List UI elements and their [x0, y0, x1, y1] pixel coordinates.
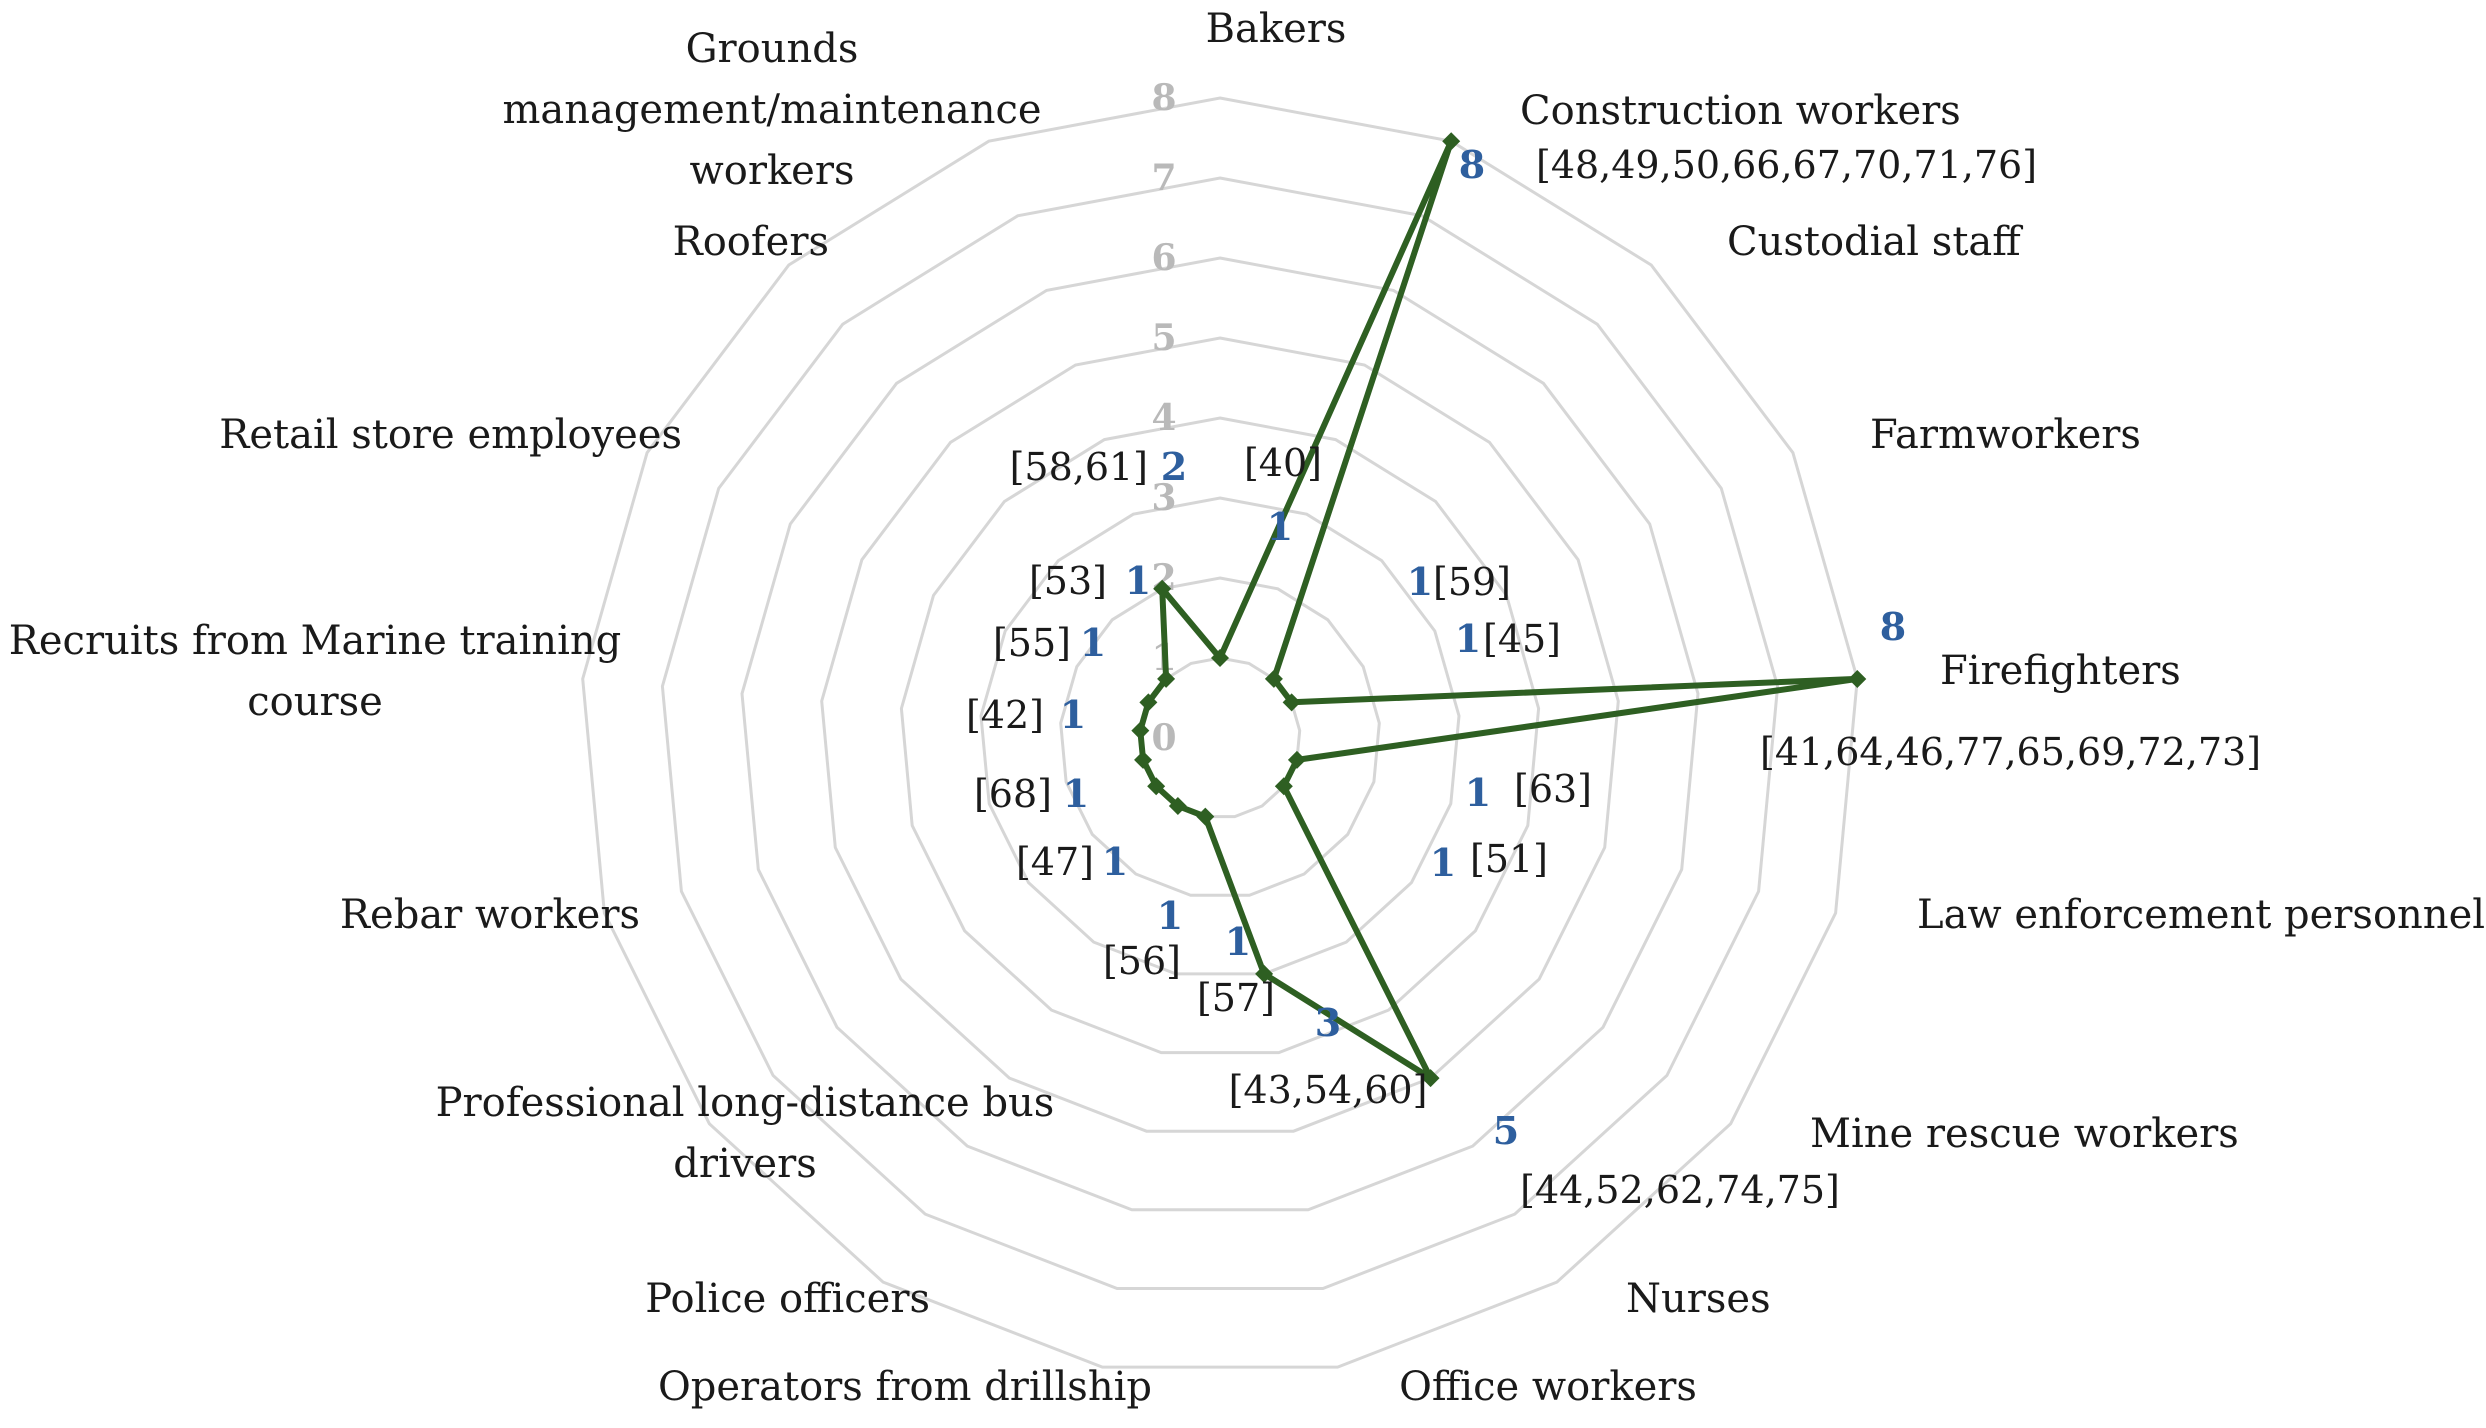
- data-point-marker: [1274, 777, 1293, 796]
- category-label-1: Construction workers: [1520, 88, 1961, 134]
- reference-label-1: [48,49,50,66,67,70,71,76]: [1536, 143, 2037, 187]
- data-point-marker: [1421, 1069, 1440, 1088]
- data-point-marker: [1848, 669, 1867, 688]
- data-label-1: 8: [1459, 142, 1485, 187]
- tick-label-5: 5: [1151, 317, 1176, 359]
- category-label-line: Grounds: [686, 26, 859, 72]
- reference-label-5: [63]: [1514, 767, 1592, 811]
- category-label-4: Firefighters: [1940, 648, 2181, 694]
- reference-label-7: [44,52,62,74,75]: [1520, 1168, 1840, 1212]
- reference-label-3: [45]: [1483, 617, 1561, 661]
- grid-ring-3: [979, 496, 1461, 976]
- category-label-12: Rebar workers: [340, 892, 640, 938]
- category-label-9: Operators from drillship: [658, 1364, 1152, 1410]
- reference-label-14: [55]: [993, 621, 1071, 665]
- data-label-15: 1: [1125, 558, 1151, 603]
- reference-label-2: [59]: [1433, 560, 1511, 604]
- tick-label-7: 7: [1151, 157, 1176, 199]
- data-point-marker: [1131, 721, 1150, 740]
- category-label-0: Bakers: [1206, 6, 1347, 52]
- data-label-8: 3: [1315, 1000, 1341, 1045]
- data-point-marker: [1168, 797, 1187, 816]
- grid-ring-8: [581, 96, 1859, 1369]
- category-label-8: Office workers: [1399, 1364, 1697, 1410]
- tick-label-3: 3: [1151, 477, 1176, 519]
- tick-label-8: 8: [1151, 77, 1176, 119]
- data-label-11: 1: [1102, 839, 1128, 884]
- data-label-16: 2: [1161, 444, 1187, 489]
- tick-label-0: 0: [1151, 717, 1176, 759]
- grid-ring-5: [820, 336, 1620, 1133]
- category-label-3: Farmworkers: [1870, 412, 2141, 458]
- category-label-line: management/maintenance: [502, 87, 1041, 133]
- data-point-marker: [1282, 693, 1301, 712]
- category-label-11: Professional long-distance bus drivers: [436, 1080, 1055, 1187]
- category-label-6: Mine rescue workers: [1810, 1111, 2239, 1157]
- data-point-marker: [1134, 750, 1153, 769]
- category-label-15: Roofers: [673, 219, 829, 265]
- data-label-2: 1: [1407, 559, 1433, 604]
- data-point-marker: [1264, 669, 1283, 688]
- grid-ring-7: [660, 176, 1780, 1290]
- tick-label-6: 6: [1151, 237, 1176, 279]
- category-label-10: Police officers: [645, 1276, 930, 1322]
- reference-label-11: [47]: [1016, 840, 1094, 884]
- data-label-0: 1: [1267, 504, 1293, 549]
- reference-label-10: [56]: [1103, 939, 1181, 983]
- category-label-13: Recruits from Marine training course: [9, 618, 621, 725]
- category-label-2: Custodial staff: [1727, 219, 2023, 265]
- category-label-line: course: [247, 679, 383, 725]
- reference-label-4: [41,64,46,77,65,69,72,73]: [1760, 730, 2261, 774]
- data-point-marker: [1139, 693, 1158, 712]
- reference-label-16: [58,61]: [1010, 445, 1148, 489]
- data-point-marker: [1255, 964, 1274, 983]
- reference-label-12: [68]: [974, 772, 1052, 816]
- category-label-5: Law enforcement personnel: [1917, 892, 2485, 938]
- data-label-9: 1: [1225, 919, 1251, 964]
- category-label-line: Recruits from Marine training: [9, 618, 621, 664]
- data-label-10: 1: [1157, 893, 1183, 938]
- data-point-marker: [1157, 669, 1176, 688]
- data-point-marker: [1211, 649, 1229, 667]
- data-label-6: 1: [1430, 840, 1456, 885]
- reference-label-6: [51]: [1470, 837, 1548, 881]
- data-label-14: 1: [1080, 620, 1106, 665]
- grid-ring-4: [899, 416, 1541, 1055]
- data-point-marker: [1287, 750, 1306, 769]
- category-label-line: drivers: [673, 1141, 816, 1187]
- category-label-7: Nurses: [1626, 1276, 1771, 1322]
- reference-label-15: [53]: [1029, 559, 1107, 603]
- category-label-14: Retail store employees: [219, 412, 682, 458]
- reference-label-0: [40]: [1244, 441, 1322, 485]
- grid-ring-2: [1059, 576, 1381, 897]
- category-label-line: Professional long-distance bus: [436, 1080, 1055, 1126]
- grid-ring-6: [740, 256, 1700, 1212]
- data-label-12: 1: [1063, 771, 1089, 816]
- data-point-marker: [1442, 132, 1461, 151]
- data-label-5: 1: [1465, 770, 1491, 815]
- reference-label-9: [57]: [1197, 976, 1275, 1020]
- reference-label-13: [42]: [966, 693, 1044, 737]
- data-label-13: 1: [1060, 692, 1086, 737]
- data-point-marker: [1147, 777, 1166, 796]
- reference-label-8: [43,54,60]: [1229, 1068, 1428, 1112]
- category-label-16: Grounds management/maintenance workers: [502, 26, 1041, 194]
- data-label-3: 1: [1455, 616, 1481, 661]
- category-label-line: workers: [690, 148, 855, 194]
- data-label-7: 5: [1493, 1108, 1519, 1153]
- tick-label-4: 4: [1151, 397, 1176, 439]
- data-label-4: 8: [1880, 604, 1906, 649]
- data-point-marker: [1153, 579, 1172, 598]
- data-point-marker: [1196, 807, 1215, 826]
